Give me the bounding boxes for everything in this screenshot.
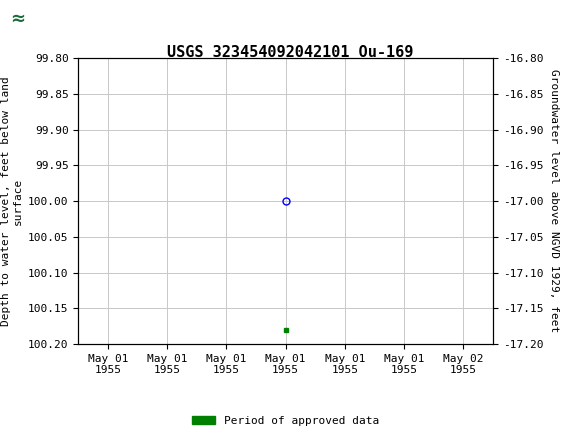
Text: ≈: ≈ bbox=[10, 10, 25, 28]
Y-axis label: Groundwater level above NGVD 1929, feet: Groundwater level above NGVD 1929, feet bbox=[549, 69, 559, 333]
FancyBboxPatch shape bbox=[2, 4, 34, 36]
Text: ≈USGS: ≈USGS bbox=[4, 10, 75, 28]
Text: USGS: USGS bbox=[70, 10, 121, 28]
Text: USGS 323454092042101 Ou-169: USGS 323454092042101 Ou-169 bbox=[167, 45, 413, 60]
Legend: Period of approved data: Period of approved data bbox=[188, 411, 383, 430]
Y-axis label: Depth to water level, feet below land
surface: Depth to water level, feet below land su… bbox=[1, 76, 23, 326]
